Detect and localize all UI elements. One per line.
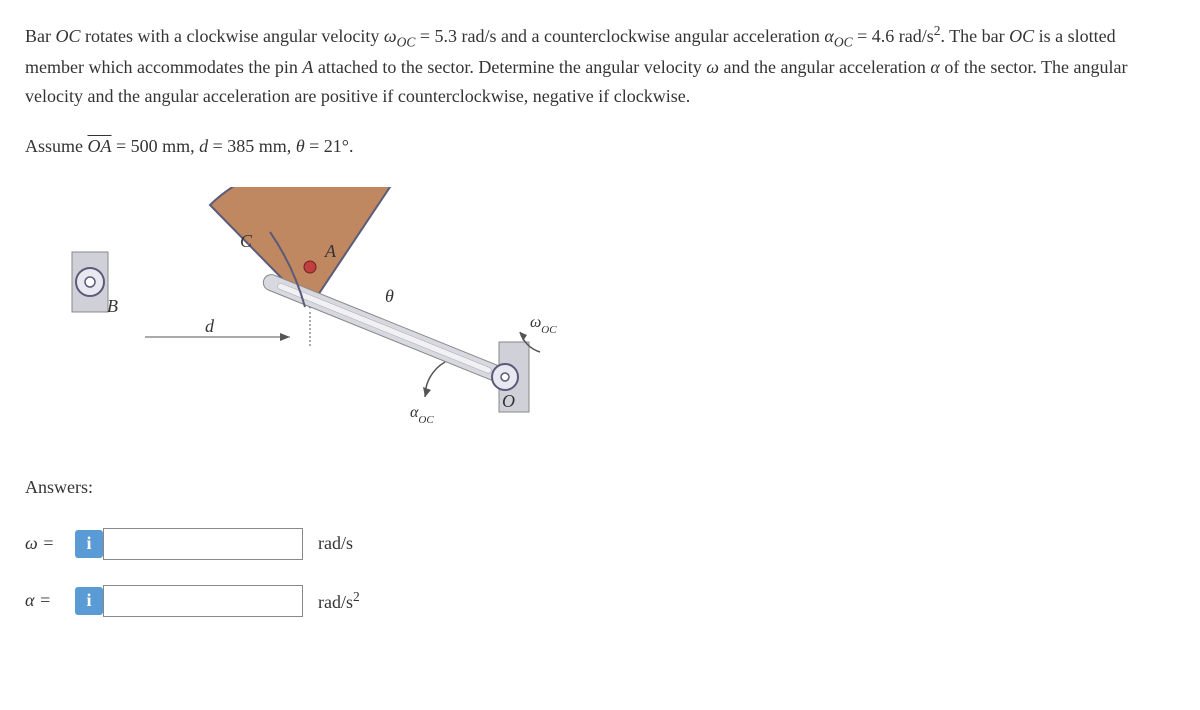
label-alpha-oc: αOC	[410, 404, 434, 426]
assume-statement: Assume OA = 500 mm, d = 385 mm, θ = 21°.	[25, 136, 1175, 157]
label-theta: θ	[385, 286, 394, 306]
alpha-variable: α =	[25, 590, 75, 611]
label-d: d	[205, 316, 215, 336]
problem-statement: Bar OC rotates with a clockwise angular …	[25, 20, 1175, 111]
alpha-answer-row: α = i rad/s2	[25, 585, 1175, 617]
alpha-unit: rad/s2	[318, 589, 360, 613]
label-A: A	[324, 241, 337, 261]
label-omega-oc: ωOC	[530, 314, 557, 336]
label-C: C	[240, 231, 253, 251]
omega-input[interactable]	[103, 528, 303, 560]
omega-variable: ω =	[25, 533, 75, 554]
info-icon[interactable]: i	[75, 530, 103, 558]
label-O: O	[502, 391, 515, 411]
answers-heading: Answers:	[25, 477, 1175, 498]
alpha-input[interactable]	[103, 585, 303, 617]
mechanism-diagram: B C A d θ O ωOC αOC	[65, 187, 565, 437]
label-B: B	[107, 296, 118, 316]
answers-section: Answers: ω = i rad/s α = i rad/s2	[25, 477, 1175, 617]
omega-answer-row: ω = i rad/s	[25, 528, 1175, 560]
omega-unit: rad/s	[318, 533, 353, 554]
info-icon[interactable]: i	[75, 587, 103, 615]
